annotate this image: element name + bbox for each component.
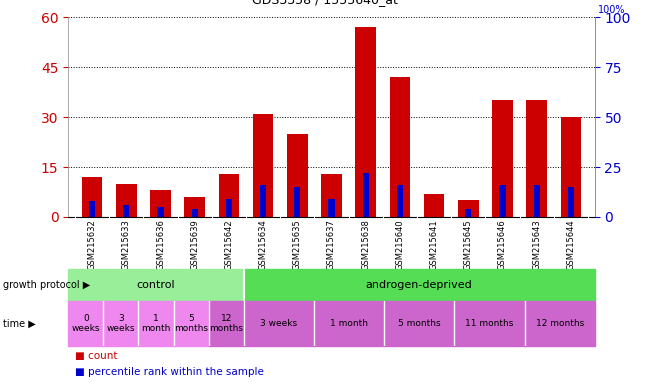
Bar	[424, 194, 445, 217]
Text: GSM215646: GSM215646	[498, 220, 507, 270]
Bar	[560, 117, 581, 217]
Text: 0
weeks: 0 weeks	[72, 314, 100, 333]
Bar	[321, 174, 342, 217]
Text: 11 months: 11 months	[465, 319, 514, 328]
Bar	[124, 205, 129, 217]
Text: GDS3358 / 1555640_at: GDS3358 / 1555640_at	[252, 0, 398, 6]
Text: GSM215632: GSM215632	[88, 220, 97, 270]
Text: GSM215636: GSM215636	[156, 220, 165, 270]
Text: 5 months: 5 months	[398, 319, 441, 328]
Bar	[138, 301, 174, 346]
Bar	[363, 173, 369, 217]
Bar	[89, 201, 96, 217]
Text: GSM215634: GSM215634	[259, 220, 268, 270]
Bar	[356, 27, 376, 217]
Text: GSM215641: GSM215641	[430, 220, 439, 270]
Text: GSM215637: GSM215637	[327, 220, 336, 270]
Bar	[314, 301, 384, 346]
Bar	[244, 301, 314, 346]
Text: 5
months: 5 months	[174, 314, 208, 333]
Bar	[492, 101, 513, 217]
Bar	[192, 209, 198, 217]
Text: 3
weeks: 3 weeks	[107, 314, 135, 333]
Text: control: control	[136, 280, 176, 290]
Bar	[209, 301, 244, 346]
Text: GSM215643: GSM215643	[532, 220, 541, 270]
Bar	[218, 174, 239, 217]
Bar	[384, 301, 454, 346]
Text: ■ count: ■ count	[75, 351, 117, 361]
Text: GSM215644: GSM215644	[566, 220, 575, 270]
Text: GSM215633: GSM215633	[122, 220, 131, 270]
Text: 100%: 100%	[598, 5, 625, 15]
Bar	[226, 199, 232, 217]
Bar	[185, 197, 205, 217]
Text: GSM215635: GSM215635	[292, 220, 302, 270]
Bar	[68, 301, 103, 346]
Text: GSM215642: GSM215642	[224, 220, 233, 270]
Bar	[103, 301, 138, 346]
Bar	[150, 190, 171, 217]
Bar	[260, 185, 266, 217]
Text: 3 weeks: 3 weeks	[260, 319, 298, 328]
Text: GSM215638: GSM215638	[361, 220, 370, 270]
Bar	[294, 187, 300, 217]
Bar	[525, 301, 595, 346]
Bar	[174, 301, 209, 346]
Text: growth protocol ▶: growth protocol ▶	[3, 280, 90, 290]
Text: GSM215640: GSM215640	[395, 220, 404, 270]
Text: ■ percentile rank within the sample: ■ percentile rank within the sample	[75, 366, 264, 377]
Text: time ▶: time ▶	[3, 318, 36, 329]
Bar	[396, 185, 403, 217]
Text: GSM215645: GSM215645	[463, 220, 473, 270]
Text: 12 months: 12 months	[536, 319, 584, 328]
Bar	[465, 209, 471, 217]
Bar	[157, 207, 164, 217]
Bar	[454, 301, 525, 346]
Bar	[567, 187, 574, 217]
Bar	[82, 177, 103, 217]
Bar	[68, 269, 244, 301]
Text: androgen-deprived: androgen-deprived	[366, 280, 473, 290]
Text: 1 month: 1 month	[330, 319, 368, 328]
Bar	[526, 101, 547, 217]
Bar	[534, 185, 540, 217]
Text: 1
month: 1 month	[141, 314, 171, 333]
Bar	[244, 269, 595, 301]
Text: 12
months: 12 months	[209, 314, 243, 333]
Bar	[458, 200, 478, 217]
Bar	[253, 114, 274, 217]
Bar	[499, 185, 506, 217]
Bar	[328, 199, 335, 217]
Bar	[116, 184, 136, 217]
Text: GSM215639: GSM215639	[190, 220, 200, 270]
Bar	[389, 77, 410, 217]
Bar	[287, 134, 307, 217]
